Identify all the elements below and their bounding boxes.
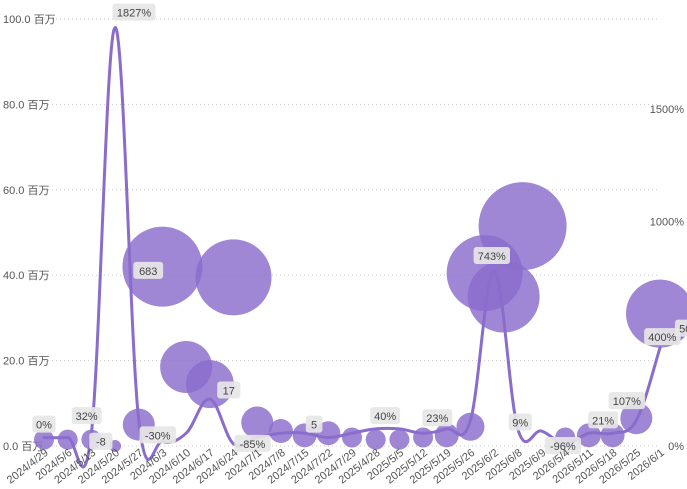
data-label-text: 23% xyxy=(426,413,448,425)
data-label: -8 xyxy=(89,432,113,450)
data-label-box xyxy=(133,261,164,279)
data-label: 683 xyxy=(133,261,164,279)
data-label-box xyxy=(422,409,453,427)
data-label-text: 107% xyxy=(613,396,641,408)
data-label-box xyxy=(608,392,646,410)
y-left-tick-label: 20.0 百万 xyxy=(3,356,49,368)
data-label: -96% xyxy=(544,437,582,454)
bubble-point xyxy=(576,423,601,448)
data-label-text: -8 xyxy=(96,437,106,449)
data-label-text: 9% xyxy=(512,418,528,430)
data-label: 32% xyxy=(71,407,102,425)
data-label: -85% xyxy=(234,434,271,452)
data-label-box xyxy=(305,415,323,433)
data-label-text: 683 xyxy=(139,266,157,278)
data-label: 5 xyxy=(305,415,323,433)
data-label: 17 xyxy=(217,381,241,399)
data-label-text: 743% xyxy=(478,251,506,263)
bubble-point xyxy=(241,406,274,439)
y-left-tick-label: 60.0 百万 xyxy=(3,185,49,197)
data-label-box xyxy=(217,381,241,399)
data-label-text: -85% xyxy=(240,439,266,451)
y-right-tick-label: 0% xyxy=(668,441,684,453)
data-label-text: -30% xyxy=(145,430,171,442)
data-label: 23% xyxy=(422,409,453,427)
data-label-text: 0% xyxy=(36,420,52,432)
bubble-point xyxy=(600,423,625,448)
data-label-box xyxy=(674,319,687,337)
data-label-box xyxy=(588,411,619,429)
data-label: 40% xyxy=(370,407,401,425)
bubble-point xyxy=(389,429,410,450)
bubble-point xyxy=(413,427,434,448)
y-axis-right: 0% 500% 1000% 1500% xyxy=(650,104,684,453)
y-axis-left: 0.0 百万 20.0 百万 40.0 百万 60.0 百万 80.0 百万 100.0 … xyxy=(3,14,56,453)
data-labels: 0% 32% -8 1827% 683 -30% 17 -85% 5 40% 23% 743% 9% -9… xyxy=(32,3,687,454)
data-label: 0% xyxy=(32,415,56,433)
line-series xyxy=(42,26,662,469)
data-label-box xyxy=(508,413,532,431)
y-left-tick-label: 40.0 百万 xyxy=(3,270,49,282)
data-label-text: 40% xyxy=(374,411,396,423)
y-left-tick-label: 0.0 百万 xyxy=(3,441,43,453)
data-label-text: 400% xyxy=(648,332,676,344)
data-label: 107% xyxy=(608,392,646,410)
data-label-text: 500% xyxy=(679,324,687,336)
data-label-text: 17 xyxy=(223,385,235,397)
data-label-box xyxy=(32,415,56,433)
data-label: 1827% xyxy=(112,3,156,21)
data-label: 400% xyxy=(644,328,681,346)
data-label-text: 21% xyxy=(592,415,614,427)
y-right-tick-label: 1500% xyxy=(650,104,684,116)
data-label: 500% xyxy=(674,319,687,337)
y-left-tick-label: 100.0 百万 xyxy=(3,14,56,26)
data-label-text: 5 xyxy=(311,420,317,432)
y-left-tick-label: 80.0 百万 xyxy=(3,99,49,111)
data-label-text: 32% xyxy=(76,411,98,423)
bubble-point xyxy=(34,429,54,450)
data-label-box xyxy=(89,432,113,450)
data-label-text: 1827% xyxy=(117,8,151,20)
data-label: -30% xyxy=(139,426,176,444)
data-label-box xyxy=(544,437,582,454)
y-right-tick-label: 1000% xyxy=(650,216,684,228)
data-label-box xyxy=(234,434,271,452)
data-label: 743% xyxy=(473,246,510,264)
data-label-box xyxy=(644,328,681,346)
data-label-box xyxy=(139,426,176,444)
data-label-text: -96% xyxy=(550,441,576,453)
data-label-box xyxy=(112,3,156,21)
data-label: 9% xyxy=(508,413,532,431)
data-label-box xyxy=(370,407,401,425)
bubble-point xyxy=(434,423,459,448)
data-label-box xyxy=(473,246,510,264)
bubble-point xyxy=(268,419,293,444)
data-label-box xyxy=(71,407,102,425)
bubble-point xyxy=(195,239,272,316)
data-label: 21% xyxy=(588,411,619,429)
x-axis: 2024/4/292024/5/62024/5/132024/5/202024/… xyxy=(5,447,667,487)
bubble-point xyxy=(365,429,386,450)
